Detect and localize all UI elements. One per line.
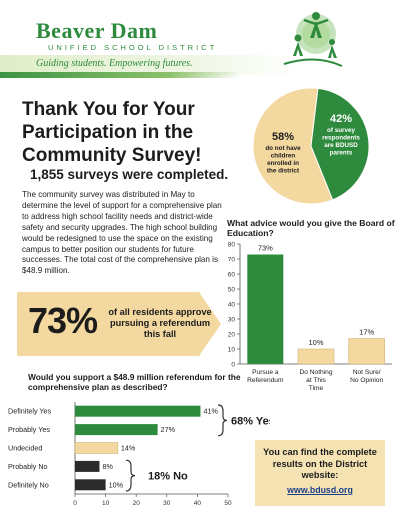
pie-slice-percent: 42%	[330, 113, 352, 125]
results-box	[255, 440, 385, 506]
bar	[75, 424, 158, 436]
callout-text: of all residents approve pursuing a refe…	[108, 307, 212, 339]
pie-slice	[252, 87, 334, 205]
pie-slice-label: of survey respondents are BDUSD parents	[322, 127, 360, 157]
y-tick-label: 50	[228, 287, 236, 294]
pie-slice	[310, 87, 370, 201]
chart1-title: What advice would you give the Board of …	[227, 218, 395, 238]
y-category-label: Definitely No	[8, 480, 49, 489]
y-category-label: Probably Yes	[8, 425, 50, 434]
x-tick-label: 30	[163, 500, 171, 507]
bar	[75, 460, 100, 472]
intro-paragraph: The community survey was distributed in …	[22, 190, 222, 276]
x-category-label: Not Sure/No Opinion	[350, 369, 383, 384]
y-tick-label: 70	[228, 257, 236, 264]
y-tick-label: 60	[228, 272, 236, 279]
x-tick-label: 20	[133, 500, 141, 507]
surveys-completed: 1,855 surveys were completed.	[30, 167, 229, 182]
y-tick-label: 40	[228, 302, 236, 309]
results-link[interactable]: www.bdusd.org	[287, 485, 353, 495]
advice-bar-chart: 0 10 20 30 40 50 60 70 80 73% Pursue a Referendum 10…	[228, 242, 392, 392]
tagline: Guiding students. Empowering futures.	[36, 58, 193, 69]
bar-value-label: 10%	[109, 480, 124, 489]
no-group-label: 18% No	[148, 471, 188, 483]
page-title: Thank You for Your Participation in the …	[22, 99, 202, 166]
bar	[75, 479, 106, 491]
y-tick-label: 10	[228, 347, 236, 354]
bar	[348, 338, 385, 365]
x-category-label: Pursue a Referendum	[247, 369, 284, 384]
brand-subtitle: UNIFIED SCHOOL DISTRICT	[48, 43, 218, 52]
bar-value-label: 73%	[258, 244, 273, 253]
bar-value-label: 8%	[102, 462, 113, 471]
callout-percent: 73%	[28, 300, 98, 341]
chart2-title: Would you support a $48.9 million refere…	[28, 372, 241, 392]
x-tick-label: 0	[73, 500, 77, 507]
bar-value-label: 17%	[359, 328, 374, 337]
swoosh-decoration	[0, 72, 240, 78]
pie-chart: 58% do not have children enrolled in the di…	[252, 87, 370, 205]
bar-value-label: 27%	[161, 425, 176, 434]
bar	[247, 254, 284, 364]
brand-name: Beaver Dam	[36, 18, 158, 43]
y-tick-label: 30	[228, 317, 236, 324]
bar-value-label: 41%	[203, 407, 218, 416]
pie-slice-percent: 58%	[272, 131, 294, 143]
yes-group-label: 68% Yes	[231, 415, 270, 427]
x-tick-label: 50	[224, 500, 232, 507]
y-tick-label: 0	[231, 362, 235, 369]
y-category-label: Probably No	[8, 462, 48, 471]
y-tick-label: 80	[228, 242, 236, 249]
bar	[297, 348, 335, 365]
y-category-label: Definitely Yes	[8, 407, 52, 416]
x-tick-label: 40	[194, 500, 202, 507]
x-category-label: Do Nothing at This Time	[300, 369, 333, 392]
district-logo-icon	[283, 12, 343, 67]
bar-value-label: 14%	[121, 444, 136, 453]
bar	[75, 405, 201, 417]
callout-arrow	[17, 292, 221, 356]
tagline-bar	[0, 55, 300, 75]
y-category-label: Undecided	[8, 444, 42, 453]
no-brace	[125, 459, 136, 492]
x-tick-label: 10	[102, 500, 110, 507]
header: Beaver Dam UNIFIED SCHOOL DISTRICT Guidi…	[0, 0, 400, 80]
support-bar-chart: 0 10 20 30 40 50 41% Definitely Yes 27% Probably …	[8, 402, 270, 507]
pie-slice-label: do not have children enrolled in the distri…	[265, 145, 301, 175]
bar	[74, 442, 119, 454]
results-text: You can find the complete results on the…	[263, 447, 377, 480]
y-tick-label: 20	[228, 332, 236, 339]
bar-value-label: 10%	[308, 338, 323, 347]
yes-brace	[217, 404, 228, 437]
